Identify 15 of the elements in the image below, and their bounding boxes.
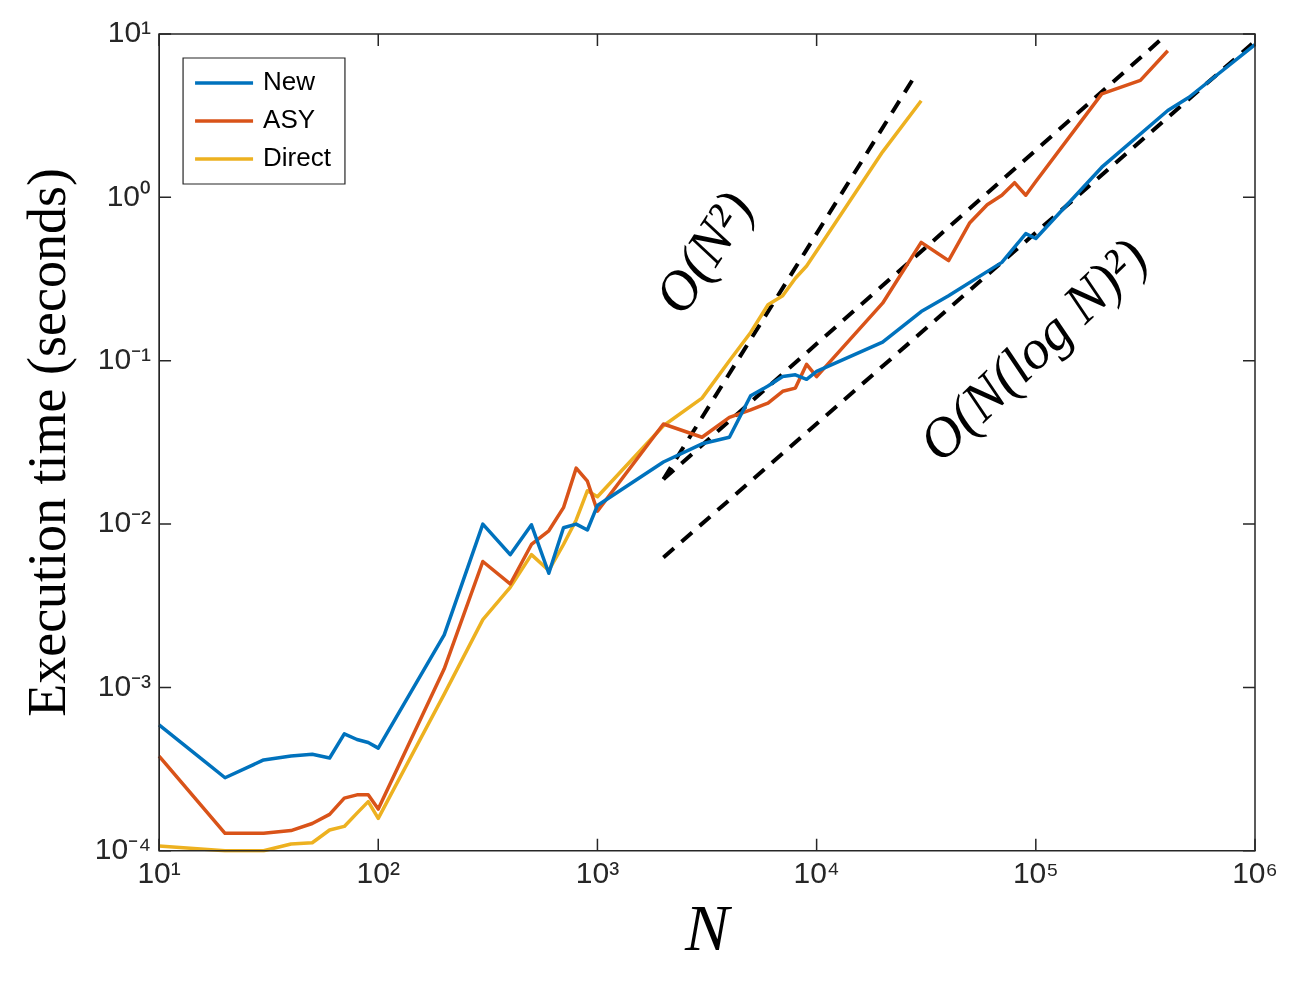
x-tick-label: 10⁵ xyxy=(1012,856,1059,890)
x-axis-title: N xyxy=(684,890,734,964)
y-tick-label: 10¹ xyxy=(107,15,152,49)
x-tick-label: 10² xyxy=(356,856,400,890)
legend-label: Direct xyxy=(263,142,332,173)
x-tick-label: 10³ xyxy=(575,856,620,890)
y-tick-label: 10⁻² xyxy=(97,505,152,539)
y-axis-title: Execution time (seconds) xyxy=(16,167,77,717)
y-tick-label: 10⁻³ xyxy=(97,668,152,702)
x-tick-label: 10⁴ xyxy=(793,856,840,890)
legend-label: ASY xyxy=(263,104,316,135)
y-tick-label: 10⁰ xyxy=(106,178,152,212)
x-tick-label: 10⁶ xyxy=(1232,856,1278,890)
y-tick-label: 10⁻¹ xyxy=(97,341,152,375)
legend-label: New xyxy=(263,66,316,97)
